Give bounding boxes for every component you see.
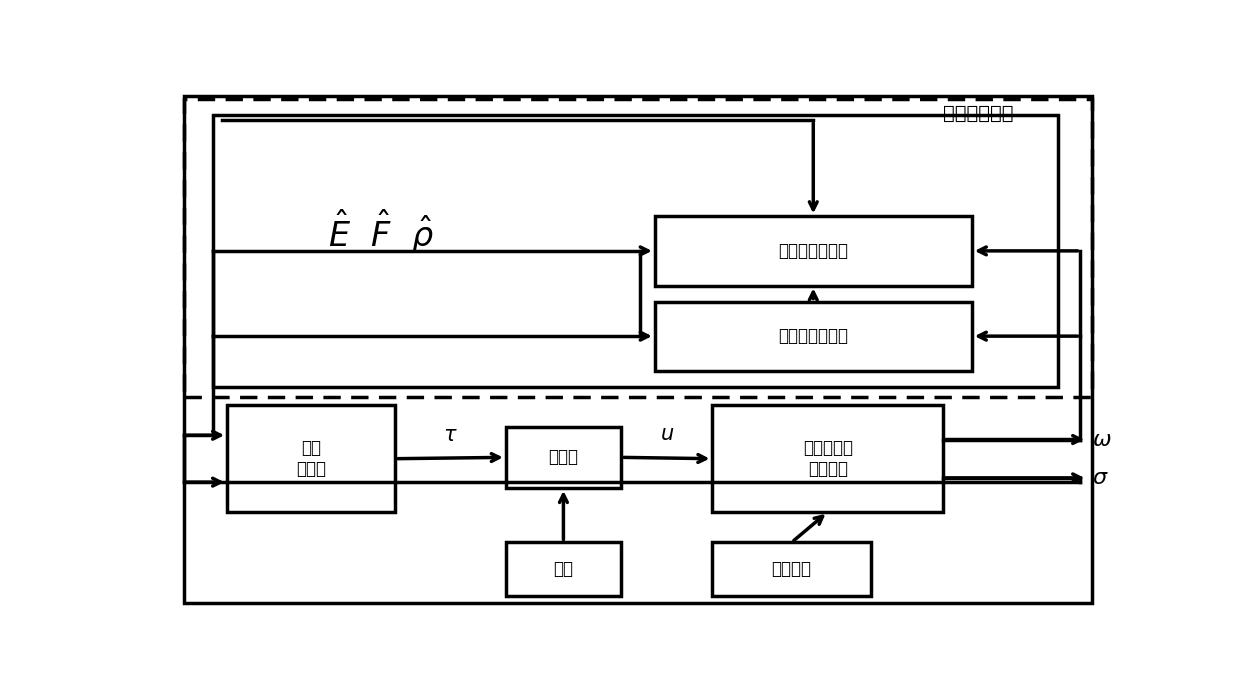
FancyBboxPatch shape xyxy=(506,543,621,596)
FancyBboxPatch shape xyxy=(655,216,972,286)
Text: 故障检测观测器: 故障检测观测器 xyxy=(779,327,848,345)
Text: 故障: 故障 xyxy=(553,560,573,578)
FancyBboxPatch shape xyxy=(712,406,942,512)
Text: $\hat{E}\ \ \hat{F}\ \ \hat{\rho}$: $\hat{E}\ \ \hat{F}\ \ \hat{\rho}$ xyxy=(327,208,434,256)
Text: $\sigma$: $\sigma$ xyxy=(1092,468,1109,488)
Text: 容错
控制器: 容错 控制器 xyxy=(296,439,326,478)
FancyBboxPatch shape xyxy=(227,406,396,512)
Text: $\tau$: $\tau$ xyxy=(443,426,458,446)
FancyBboxPatch shape xyxy=(506,427,621,488)
FancyBboxPatch shape xyxy=(712,543,870,596)
FancyBboxPatch shape xyxy=(655,302,972,371)
FancyBboxPatch shape xyxy=(213,115,1058,387)
Text: 执行器: 执行器 xyxy=(548,448,578,466)
Text: 故障估计观测器: 故障估计观测器 xyxy=(779,242,848,260)
Text: 外部扰动: 外部扰动 xyxy=(771,560,812,578)
Text: 故障诊断单元: 故障诊断单元 xyxy=(942,104,1013,123)
FancyBboxPatch shape xyxy=(184,96,1092,603)
Text: $u$: $u$ xyxy=(660,424,673,444)
Text: 航天器姿态
系统模型: 航天器姿态 系统模型 xyxy=(802,439,853,478)
Text: $\omega$: $\omega$ xyxy=(1092,430,1111,450)
